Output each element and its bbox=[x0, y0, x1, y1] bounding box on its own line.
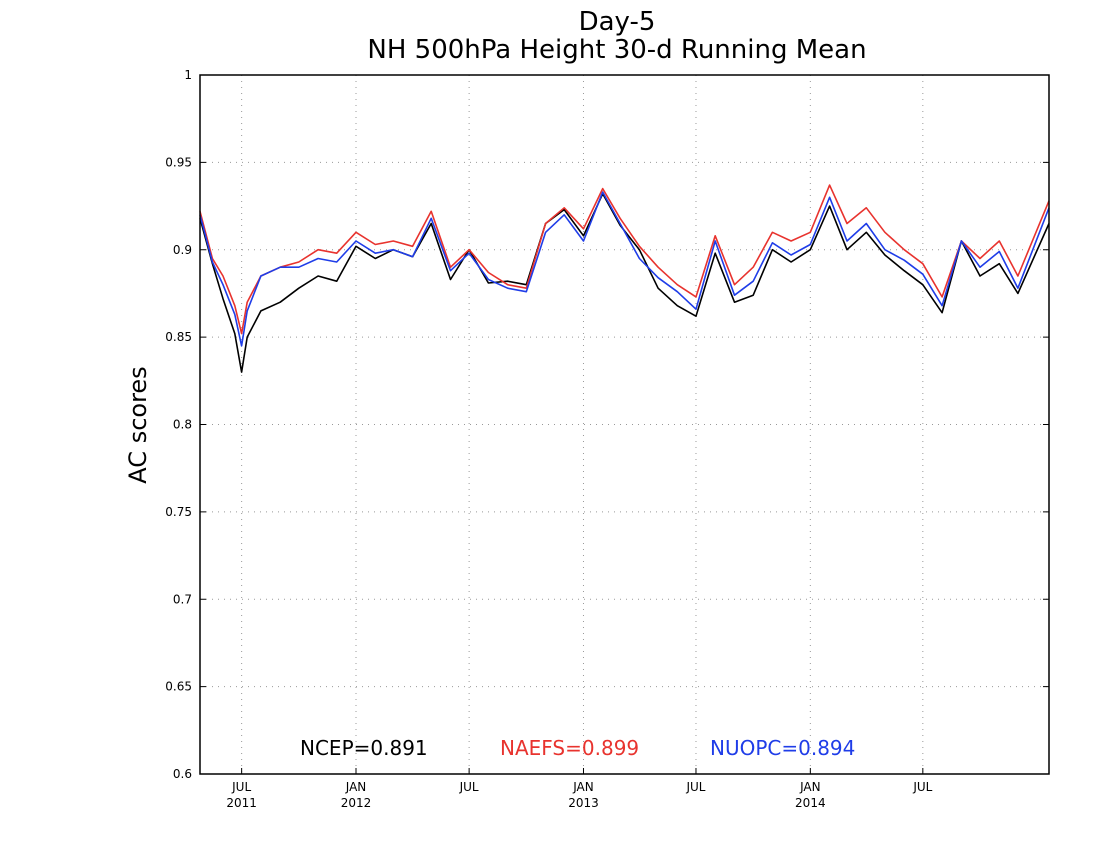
series-line-ncep bbox=[199, 193, 1050, 373]
x-tick-label-month: JUL bbox=[685, 780, 705, 794]
chart-title: Day-5 bbox=[579, 7, 656, 37]
y-tick-label: 0.85 bbox=[165, 330, 192, 344]
y-axis-label: AC scores bbox=[124, 366, 152, 483]
y-tick-label: 0.65 bbox=[165, 680, 192, 694]
plot-area-frame bbox=[199, 74, 1050, 775]
x-tick-label-month: JAN bbox=[345, 780, 367, 794]
x-tick-label-month: JAN bbox=[799, 780, 821, 794]
x-tick-label-year: 2012 bbox=[341, 796, 372, 810]
y-tick-label: 0.95 bbox=[165, 155, 192, 169]
y-tick-label: 0.9 bbox=[173, 243, 192, 257]
series-layer bbox=[199, 184, 1050, 373]
y-tick-label: 0.8 bbox=[173, 418, 192, 432]
x-tick-label-month: JAN bbox=[572, 780, 594, 794]
legend-item-ncep: NCEP=0.891 bbox=[300, 736, 428, 760]
legend: NCEP=0.891 NAEFS=0.899 NUOPC=0.894 bbox=[300, 736, 855, 760]
x-tick-label-year: 2014 bbox=[795, 796, 826, 810]
ticks-layer: 0.6 0.65 0.7 0.75 0.8 0.85 0.9 0.95 1 JUL 2011 JAN 2… bbox=[165, 68, 1049, 810]
legend-item-naefs: NAEFS=0.899 bbox=[500, 736, 639, 760]
x-tick-label-month: JUL bbox=[231, 780, 251, 794]
series-line-nuopc bbox=[199, 191, 1050, 347]
series-line-naefs bbox=[199, 184, 1050, 335]
x-tick-label-month: JUL bbox=[459, 780, 479, 794]
legend-item-nuopc: NUOPC=0.894 bbox=[710, 736, 855, 760]
y-tick-label: 0.7 bbox=[173, 592, 192, 606]
y-tick-label: 0.6 bbox=[173, 767, 192, 781]
x-tick-label-year: 2013 bbox=[568, 796, 599, 810]
y-tick-label: 1 bbox=[184, 68, 192, 82]
grid-layer bbox=[200, 75, 1049, 774]
x-tick-label-month: JUL bbox=[912, 780, 932, 794]
y-tick-label: 0.75 bbox=[165, 505, 192, 519]
x-tick-label-year: 2011 bbox=[226, 796, 257, 810]
chart-subtitle: NH 500hPa Height 30-d Running Mean bbox=[367, 35, 866, 65]
